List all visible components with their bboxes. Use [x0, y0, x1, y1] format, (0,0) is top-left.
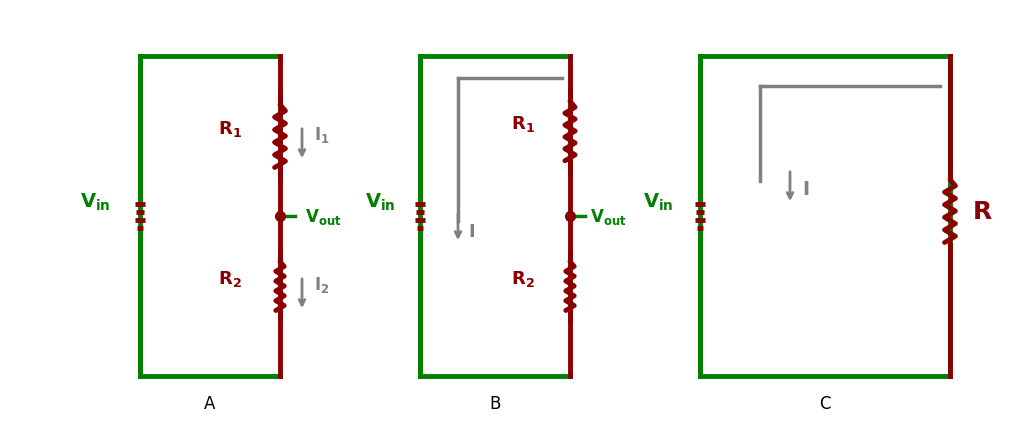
Text: $\mathbf{I_1}$: $\mathbf{I_1}$ [314, 125, 330, 145]
Text: $\mathbf{I}$: $\mathbf{I}$ [468, 222, 475, 240]
Text: C: C [819, 394, 830, 412]
Text: $\mathbf{I}$: $\mathbf{I}$ [802, 180, 809, 199]
Text: $\mathbf{R_2}$: $\mathbf{R_2}$ [511, 268, 535, 288]
Text: B: B [489, 394, 501, 412]
Text: $\mathbf{R_2}$: $\mathbf{R_2}$ [218, 268, 242, 288]
Text: A: A [205, 394, 216, 412]
Text: $\mathbf{V_{out}}$: $\mathbf{V_{out}}$ [590, 207, 627, 227]
Text: $\mathbf{I_2}$: $\mathbf{I_2}$ [314, 274, 330, 294]
Text: $\mathbf{R}$: $\mathbf{R}$ [972, 199, 992, 224]
Text: $\mathbf{V_{in}}$: $\mathbf{V_{in}}$ [365, 191, 395, 212]
Text: $\mathbf{R_1}$: $\mathbf{R_1}$ [511, 114, 535, 134]
Text: $\mathbf{V_{out}}$: $\mathbf{V_{out}}$ [305, 207, 342, 227]
Text: $\mathbf{V_{in}}$: $\mathbf{V_{in}}$ [80, 191, 111, 212]
Text: $\mathbf{R_1}$: $\mathbf{R_1}$ [218, 119, 242, 139]
Text: $\mathbf{V_{in}}$: $\mathbf{V_{in}}$ [643, 191, 674, 212]
